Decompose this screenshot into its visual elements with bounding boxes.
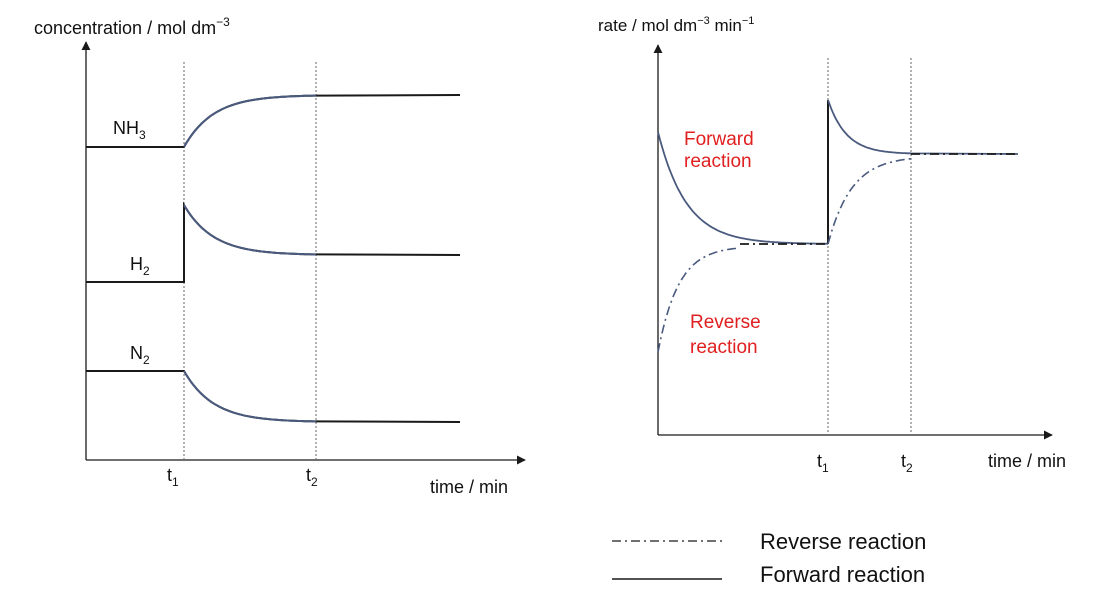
reverse-rate-curve-segment-1 — [657, 247, 741, 353]
left-tick-t2: t2 — [306, 465, 318, 489]
forward-reaction-annotation: Forward reaction — [684, 129, 759, 172]
left-y-axis-label: concentration / mol dm−3 — [34, 15, 230, 38]
series-label-h2: H2 — [130, 254, 150, 278]
series-label-n2: N2 — [130, 343, 150, 367]
n2-series-line — [86, 370, 461, 423]
legend-label-reverse: Reverse reaction — [760, 529, 926, 554]
nh3-transition-curve — [183, 94, 316, 148]
reverse-reaction-annotation: Reverse reaction — [690, 312, 766, 358]
reverse-rate-curve-segment-2 — [827, 157, 912, 245]
n2-transition-curve — [183, 370, 316, 423]
h2-transition-curve — [183, 204, 316, 256]
legend: Reverse reaction Forward reaction — [612, 529, 926, 587]
left-tick-t1: t1 — [167, 465, 179, 489]
legend-label-forward: Forward reaction — [760, 562, 925, 587]
rate-chart: rate / mol dm−3 min−1 time / min t1 t2 F… — [598, 15, 1066, 475]
forward-rate-curve-segment-2 — [827, 99, 1019, 155]
concentration-chart: concentration / mol dm−3 time / min t1 t… — [34, 15, 526, 497]
series-label-nh3: NH3 — [113, 118, 146, 142]
right-tick-t2: t2 — [901, 451, 913, 475]
right-y-axis-label: rate / mol dm−3 min−1 — [598, 15, 754, 35]
left-x-axis-label: time / min — [430, 477, 508, 497]
right-tick-t1: t1 — [817, 451, 829, 475]
right-x-axis-label: time / min — [988, 451, 1066, 471]
